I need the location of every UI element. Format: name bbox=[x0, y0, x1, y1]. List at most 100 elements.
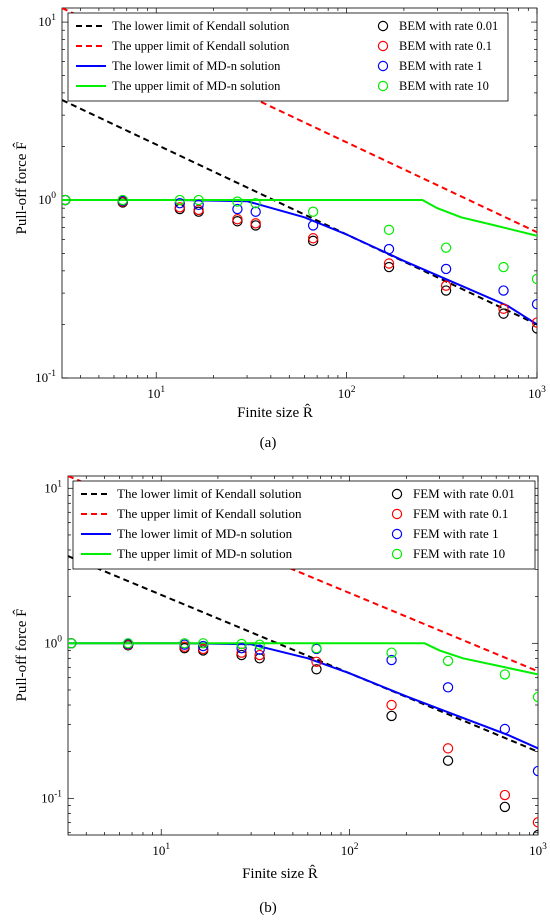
data-point bbox=[440, 263, 452, 275]
legend-marker-swatch bbox=[391, 528, 403, 540]
y-tick-label: 100 bbox=[38, 191, 56, 207]
series-markers bbox=[62, 194, 537, 285]
data-point bbox=[193, 194, 204, 206]
data-point bbox=[254, 644, 265, 655]
legend-marker-swatch bbox=[391, 488, 403, 500]
data-point bbox=[307, 206, 319, 217]
legend-marker-swatch bbox=[377, 60, 389, 72]
data-point bbox=[440, 285, 452, 296]
data-point bbox=[122, 638, 134, 649]
data-point bbox=[311, 656, 322, 667]
x-tick-label: 101 bbox=[147, 385, 165, 401]
legend-box bbox=[72, 480, 536, 570]
data-point bbox=[498, 308, 509, 319]
legend-marker-swatch bbox=[391, 508, 403, 520]
legend-box bbox=[67, 12, 509, 102]
data-point bbox=[383, 258, 395, 269]
x-tick-label: 103 bbox=[528, 385, 546, 401]
legend-entry-label: FEM with rate 0.1 bbox=[413, 506, 508, 521]
data-point bbox=[531, 323, 537, 334]
data-point bbox=[531, 298, 537, 310]
y-tick-label: 10-1 bbox=[35, 369, 56, 385]
axis-ticks bbox=[62, 8, 538, 379]
chart-panel-a: 101 102 103 10-1 100 101 Finite size R̂ Pull-of… bbox=[13, 7, 546, 451]
x-axis-label: Finite size R̂ bbox=[242, 865, 318, 882]
y-tick-label: 101 bbox=[38, 13, 56, 29]
y-tick-label: 10-1 bbox=[41, 789, 62, 805]
data-point bbox=[499, 789, 511, 801]
data-point bbox=[311, 664, 322, 675]
data-point bbox=[531, 317, 537, 328]
data-point bbox=[311, 642, 322, 654]
legend-entry-label: The lower limit of Kendall solution bbox=[117, 486, 302, 501]
data-point bbox=[532, 765, 538, 777]
legend-entry-label: FEM with rate 10 bbox=[413, 546, 505, 561]
data-point bbox=[254, 639, 265, 650]
series-line bbox=[62, 199, 537, 237]
data-point bbox=[174, 198, 185, 209]
data-point bbox=[197, 640, 209, 652]
data-point bbox=[531, 273, 537, 285]
panel-caption: (b) bbox=[259, 900, 277, 916]
data-point bbox=[532, 817, 538, 828]
data-point bbox=[236, 642, 247, 654]
series-line bbox=[62, 99, 537, 326]
data-point bbox=[532, 691, 538, 703]
legend-entry-label: The lower limit of MD-n solution bbox=[117, 526, 293, 541]
plot-frame bbox=[61, 7, 538, 379]
legend-entry-label: The upper limit of MD-n solution bbox=[117, 546, 293, 561]
data-point bbox=[232, 214, 243, 225]
series-line bbox=[68, 642, 538, 676]
legend-entry-label: BEM with rate 10 bbox=[399, 79, 489, 93]
data-point bbox=[307, 220, 319, 231]
data-point bbox=[499, 723, 511, 735]
legend-marker-swatch bbox=[377, 80, 389, 92]
y-tick-label: 100 bbox=[44, 634, 62, 650]
legend: The lower limit of Kendall solution The u… bbox=[67, 12, 509, 102]
data-point bbox=[250, 218, 261, 229]
data-point bbox=[498, 303, 509, 314]
y-tick-label: 101 bbox=[44, 479, 62, 495]
data-point bbox=[232, 196, 243, 207]
x-tick-label: 103 bbox=[529, 842, 547, 858]
data-point bbox=[117, 194, 128, 206]
legend-entry-label: The lower limit of Kendall solution bbox=[112, 19, 290, 33]
data-point bbox=[442, 743, 454, 754]
data-point bbox=[442, 655, 454, 667]
legend-marker-swatch bbox=[391, 548, 403, 560]
data-point bbox=[442, 682, 454, 693]
data-point bbox=[383, 243, 395, 255]
data-point bbox=[386, 654, 397, 666]
data-point bbox=[179, 638, 190, 649]
data-point bbox=[174, 202, 185, 213]
legend-entry-label: FEM with rate 0.01 bbox=[413, 486, 515, 501]
y-axis-label: Pull-off force F̂ bbox=[13, 141, 30, 234]
data-point bbox=[236, 638, 247, 650]
axis-ticks bbox=[68, 476, 539, 835]
data-point bbox=[440, 280, 452, 291]
data-point bbox=[68, 638, 77, 649]
data-point bbox=[197, 638, 209, 649]
series-markers bbox=[68, 638, 538, 835]
data-point bbox=[499, 669, 511, 680]
data-point bbox=[250, 206, 261, 217]
data-point bbox=[197, 643, 209, 655]
data-point bbox=[193, 199, 204, 211]
chart-panel-b: 101 102 103 10-1 100 101 Finite size R̂ Pull-of… bbox=[13, 475, 547, 916]
series-line bbox=[68, 555, 538, 753]
data-point bbox=[232, 203, 243, 215]
series-line bbox=[62, 8, 537, 234]
data-point bbox=[307, 235, 319, 247]
data-point bbox=[250, 220, 261, 231]
panel-caption: (a) bbox=[260, 435, 277, 451]
data-point bbox=[440, 242, 452, 253]
legend-entry-label: BEM with rate 1 bbox=[399, 59, 483, 73]
plot-frame bbox=[67, 475, 539, 836]
data-point bbox=[499, 801, 511, 813]
data-point bbox=[62, 194, 71, 206]
data-point bbox=[254, 649, 265, 661]
data-point bbox=[386, 699, 397, 711]
legend-marker-swatch bbox=[377, 20, 389, 32]
data-point bbox=[232, 216, 243, 227]
plot-area bbox=[68, 476, 538, 835]
